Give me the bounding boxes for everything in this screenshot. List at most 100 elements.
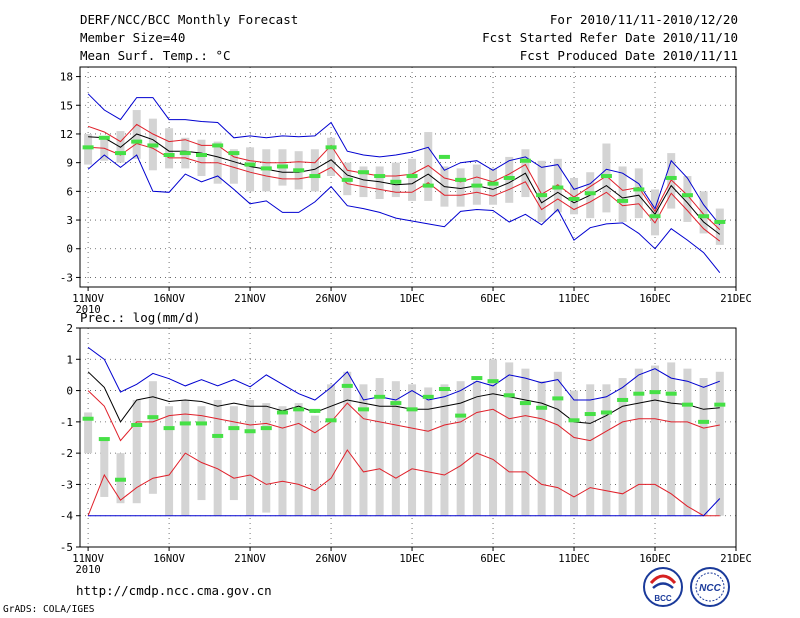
quartile-box [651, 189, 660, 236]
median-marker [244, 162, 256, 167]
median-marker [422, 394, 434, 399]
median-marker [195, 421, 207, 426]
median-marker [536, 193, 548, 198]
median-marker [665, 391, 677, 396]
grads-credit: GrADS: COLA/IGES [3, 604, 95, 615]
median-marker [82, 145, 94, 150]
quartile-box [683, 368, 692, 516]
median-marker [276, 164, 288, 169]
variable-label: Mean Surf. Temp.: °C [80, 48, 231, 63]
median-marker [633, 391, 645, 396]
x-year-label: 2010 [75, 564, 100, 576]
median-marker [536, 405, 548, 410]
quartile-box [100, 437, 109, 497]
x-tick-label: 26NOV [315, 293, 347, 305]
ncc-logo: NCC [690, 567, 730, 607]
median-marker [98, 135, 110, 140]
median-marker [471, 376, 483, 381]
median-marker [147, 143, 159, 148]
precipitation-panel: -5 -4 -3 -2 -1 0 1 2 11NOV 16NOV 21NOV 26NOV 1DEC 6DE… [60, 310, 752, 576]
x-tick-label: 11DEC [558, 293, 590, 305]
quartile-box [165, 128, 174, 169]
median-marker [212, 433, 224, 438]
x-tick-label: 1DEC [399, 553, 424, 565]
quartile-box [359, 384, 368, 516]
quartile-box [408, 384, 417, 516]
forecast-produced-label: Fcst Produced Date 2010/11/11 [519, 48, 738, 63]
ensemble-boxes [84, 359, 724, 516]
y-tick-label: 15 [60, 99, 73, 112]
quartile-box [213, 399, 222, 516]
quartile-box [246, 399, 255, 516]
quartile-box [570, 177, 579, 215]
quartile-box [424, 387, 433, 516]
x-tick-label: 21NOV [234, 553, 266, 565]
median-marker [438, 154, 450, 159]
x-tick-label: 6DEC [480, 553, 505, 565]
quartile-box [667, 362, 676, 516]
median-marker [374, 394, 386, 399]
median-marker [600, 174, 612, 179]
median-marker [519, 401, 531, 406]
median-marker [260, 166, 272, 171]
x-tick-label: 11NOV [72, 293, 104, 305]
quartile-box [375, 166, 384, 199]
quartile-box [683, 176, 692, 222]
x-tick-label: 11NOV [72, 553, 104, 565]
quartile-box [424, 132, 433, 201]
mean-line [88, 133, 721, 235]
median-marker [293, 407, 305, 412]
quartile-box [408, 158, 417, 201]
median-marker [390, 179, 402, 184]
quartile-box [84, 412, 93, 454]
median-marker [471, 183, 483, 188]
quartile-box [489, 168, 498, 205]
x-tick-label: 6DEC [480, 293, 505, 305]
median-marker [276, 410, 288, 415]
median-marker [455, 413, 467, 418]
quartile-box [375, 378, 384, 516]
median-marker [325, 145, 337, 150]
y-tick-label: -2 [60, 447, 73, 460]
y-tick-label: 0 [66, 243, 73, 256]
x-tick-label: 16NOV [153, 553, 185, 565]
median-marker [228, 151, 240, 156]
source-url: http://cmdp.ncc.cma.gov.cn [76, 583, 272, 598]
quartile-box [553, 371, 562, 516]
median-marker [552, 396, 564, 401]
min-line [88, 498, 721, 517]
median-marker [341, 177, 353, 182]
quartile-box [699, 191, 708, 234]
median-marker [341, 383, 353, 388]
quartile-box [521, 368, 530, 516]
quartile-box [570, 390, 579, 516]
median-marker [714, 219, 726, 224]
median-marker [568, 418, 580, 423]
median-marker [584, 191, 596, 196]
y-tick-label: -5 [60, 541, 73, 554]
quartile-box [391, 381, 400, 516]
median-marker [698, 419, 710, 424]
median-marker [195, 153, 207, 157]
quartile-box [229, 149, 238, 184]
quartile-box [294, 403, 303, 516]
median-marker [455, 177, 467, 182]
quartile-box [651, 365, 660, 516]
median-marker [114, 151, 126, 156]
bcc-logo-text: BCC [654, 594, 672, 603]
quartile-box [229, 406, 238, 501]
median-marker [406, 407, 418, 412]
median-marker [357, 407, 369, 412]
median-marker [114, 477, 126, 482]
y-tick-label: 1 [66, 353, 73, 366]
median-marker [584, 412, 596, 417]
y-tick-label: 9 [66, 157, 73, 170]
quartile-box [715, 371, 724, 516]
median-marker [422, 183, 434, 188]
median-marker [228, 426, 240, 431]
quartile-box [327, 384, 336, 516]
y-tick-label: -3 [60, 478, 73, 491]
x-tick-label: 21NOV [234, 293, 266, 305]
quartile-box [715, 208, 724, 245]
median-marker [665, 175, 677, 180]
